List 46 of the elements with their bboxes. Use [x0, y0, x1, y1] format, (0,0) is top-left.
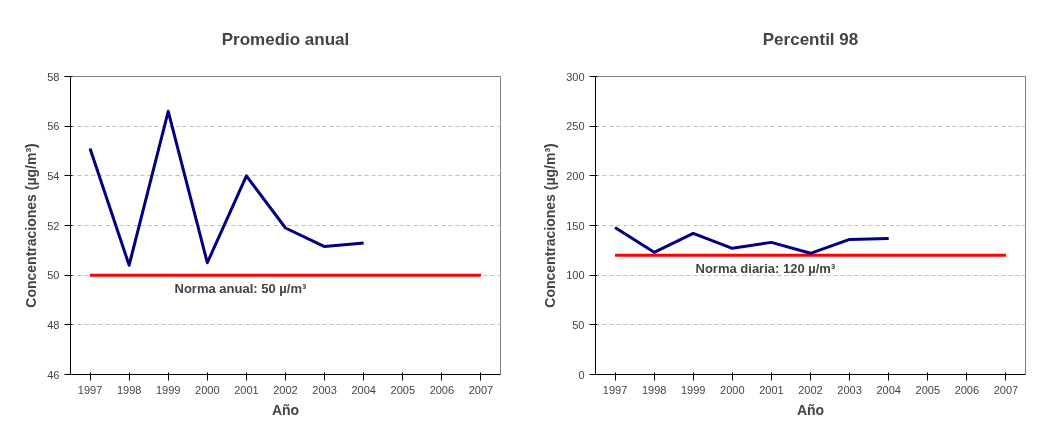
x-tick-label: 2006: [429, 383, 455, 396]
x-tick-label: 1999: [155, 383, 181, 396]
x-tick-label: 1997: [77, 383, 103, 396]
y-tick-label: 200: [566, 169, 585, 182]
x-tick-label: 2002: [798, 383, 823, 396]
x-tick-label: 1998: [641, 383, 667, 396]
x-tick-label: 2003: [312, 383, 337, 396]
x-tick-label: 2000: [195, 383, 220, 396]
x-tick-label: 1998: [116, 383, 142, 396]
y-axis-title: Concentraciones (µg/m³): [542, 143, 559, 308]
ref-line-label: Norma diaria: 120 µ/m³: [695, 261, 836, 277]
ref-line-label: Norma anual: 50 µ/m³: [174, 281, 307, 297]
x-tick-label: 2002: [273, 383, 298, 396]
x-tick-label: 1999: [680, 383, 706, 396]
y-tick-label: 300: [566, 70, 585, 83]
x-tick-label: 2004: [351, 383, 376, 396]
y-tick-label: 58: [47, 70, 60, 83]
y-tick-label: 54: [47, 169, 60, 182]
x-tick-label: 2001: [759, 383, 784, 396]
x-tick-label: 2006: [954, 383, 980, 396]
line-series: [88, 109, 366, 267]
y-axis-title: Concentraciones (µg/m³): [23, 143, 40, 308]
x-tick-label: 2005: [915, 383, 941, 396]
x-tick-label: 2001: [234, 383, 259, 396]
y-tick-label: 250: [566, 120, 585, 133]
y-tick-label: 56: [47, 120, 60, 133]
y-tick-label: 50: [47, 269, 60, 282]
x-tick-label: 2004: [876, 383, 901, 396]
y-tick-label: 100: [566, 269, 585, 282]
y-tick-label: 150: [566, 219, 585, 232]
line-series: [613, 225, 891, 255]
y-tick-label: 48: [47, 318, 60, 331]
x-tick-label: 2007: [993, 383, 1019, 396]
y-tick-label: 52: [47, 219, 60, 232]
x-axis-title: Año: [796, 401, 825, 418]
y-tick-label: 0: [578, 368, 585, 381]
x-tick-label: 2000: [720, 383, 745, 396]
x-tick-label: 2005: [390, 383, 416, 396]
chart-title: Promedio anual: [221, 30, 350, 49]
chart-title: Percentil 98: [762, 30, 859, 49]
x-tick-label: 2007: [468, 383, 494, 396]
x-axis-title: Año: [271, 401, 300, 418]
x-tick-label: 1997: [602, 383, 628, 396]
y-tick-label: 46: [47, 368, 60, 381]
y-tick-label: 50: [572, 318, 585, 331]
x-tick-label: 2003: [837, 383, 862, 396]
